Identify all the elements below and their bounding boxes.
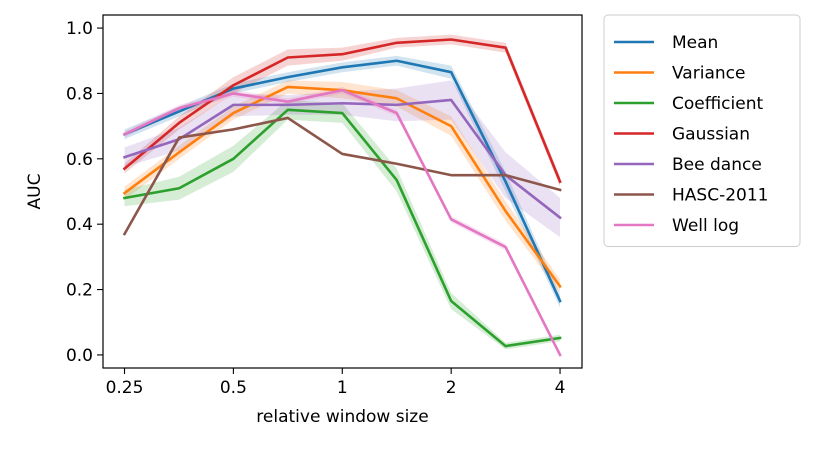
y-tick-label: 0.4 xyxy=(66,215,93,235)
y-tick-label: 0.0 xyxy=(66,346,93,366)
x-axis-label: relative window size xyxy=(256,407,428,427)
y-tick-label: 1.0 xyxy=(66,19,93,39)
series-line-hasc-2011 xyxy=(122,116,562,236)
y-tick-label: 0.8 xyxy=(66,84,93,104)
x-tick-label: 0.25 xyxy=(106,378,144,398)
y-axis-label: AUC xyxy=(25,174,45,210)
x-axis-ticks: 0.25 0.5 1 2 4 xyxy=(106,368,566,398)
legend-label-variance: Variance xyxy=(672,64,745,84)
legend: Mean Variance Coefficient Gaussian Bee dance… xyxy=(603,14,801,247)
band-bee-dance xyxy=(124,80,561,238)
series-line-coefficient xyxy=(123,108,562,348)
y-tick-label: 0.6 xyxy=(66,150,93,170)
legend-label-well-log: Well log xyxy=(672,216,739,236)
legend-label-bee-dance: Bee dance xyxy=(672,155,762,175)
x-tick-label: 0.5 xyxy=(220,378,247,398)
legend-label-hasc-2011: HASC-2011 xyxy=(672,186,768,206)
legend-label-mean: Mean xyxy=(672,33,718,53)
x-tick-label: 4 xyxy=(555,378,566,398)
y-tick-label: 0.2 xyxy=(66,281,93,301)
series-lines xyxy=(122,38,562,357)
x-tick-label: 1 xyxy=(337,378,348,398)
series-line-well-log xyxy=(122,88,562,357)
band-coefficient xyxy=(124,99,561,350)
band-variance xyxy=(124,80,561,293)
legend-label-gaussian: Gaussian xyxy=(672,125,750,145)
legend-label-coefficient: Coefficient xyxy=(672,94,763,114)
y-axis-ticks: 0.0 0.2 0.4 0.6 0.8 1.0 xyxy=(66,19,103,366)
series-line-bee-dance xyxy=(122,98,562,220)
x-tick-label: 2 xyxy=(446,378,457,398)
series-line-gaussian xyxy=(122,38,562,184)
